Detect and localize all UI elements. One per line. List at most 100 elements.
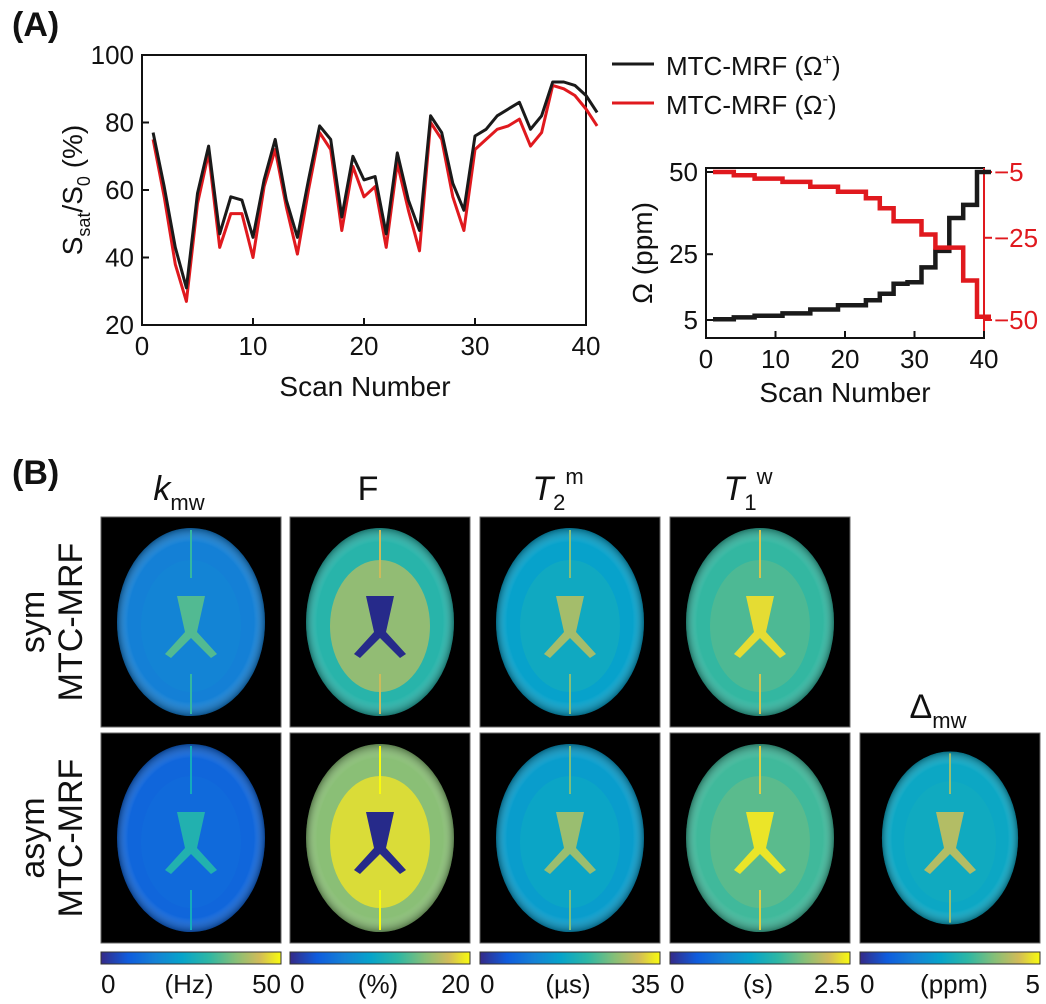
colorbar-min-label: 0 [290, 969, 304, 999]
ylabel-slash-s: /S [57, 186, 88, 212]
legend-plus-sup: + [823, 52, 832, 69]
signal-y-tick-label: 80 [105, 108, 134, 138]
colorbar-unit-label: (µs) [545, 969, 590, 999]
title-main: F [358, 470, 379, 508]
ventricles [924, 812, 976, 874]
omega-left-tick-label: 50 [669, 157, 698, 187]
ventricles [354, 596, 406, 658]
row-label-line2: MTC-MRF [52, 759, 90, 918]
map-tile [859, 732, 1041, 944]
omega-series-plus [713, 169, 991, 322]
signal-x-axis-label: Scan Number [279, 371, 450, 402]
map-tile [479, 516, 661, 728]
ventricles [544, 596, 596, 658]
title-subscript: 1 [744, 490, 756, 515]
legend-minus-close: ) [828, 90, 837, 120]
colorbar [100, 951, 282, 965]
panel-a-label: (A) [12, 6, 59, 44]
colorbar-max-label: 20 [441, 969, 470, 999]
omega-y-axis-label: Ω (ppm) [627, 202, 658, 304]
omega-x-tick-label: 40 [970, 344, 999, 374]
omega-series-minus [713, 169, 991, 319]
title-main: T [724, 470, 747, 508]
map-column-title: F [358, 470, 379, 508]
omega-left-y-ticks: 5 25 50 [669, 157, 713, 335]
colorbar [859, 951, 1041, 965]
signal-y-tick-label: 60 [105, 175, 134, 205]
map-tile [669, 516, 851, 728]
ventricles [734, 812, 786, 874]
title-subscript: mw [170, 490, 204, 515]
colorbar-min-label: 0 [860, 969, 874, 999]
colorbar [289, 951, 471, 965]
colorbar [479, 951, 661, 965]
omega-x-tick-label: 30 [900, 344, 929, 374]
legend: MTC-MRF (Ω+) MTC-MRF (Ω-) [612, 51, 841, 120]
map-tile [479, 732, 661, 944]
omega-right-tick-label: −5 [994, 157, 1024, 187]
ventricles [734, 596, 786, 658]
title-main: Δ [910, 688, 933, 726]
signal-plot-frame [141, 54, 587, 326]
colorbar-max-label: 50 [252, 969, 281, 999]
ylabel-zero-subscript: 0 [74, 176, 94, 186]
ventricles [165, 812, 217, 874]
omega-x-axis-label: Scan Number [759, 377, 930, 408]
omega-x-tick-label: 0 [699, 344, 713, 374]
legend-plus-text: MTC-MRF (Ω [666, 51, 823, 81]
row-label-line1: asym [14, 797, 52, 878]
ylabel-percent: (%) [57, 125, 88, 176]
colorbar-max-label: 35 [631, 969, 660, 999]
map-tile [100, 516, 282, 728]
map-tile [669, 732, 851, 944]
colorbar-min-label: 0 [670, 969, 684, 999]
colorbar-max-label: 2.5 [814, 969, 850, 999]
colorbar-unit-label: (s) [743, 969, 773, 999]
signal-x-tick-label: 30 [461, 331, 490, 361]
omega-right-tick-label: −50 [994, 305, 1038, 335]
signal-y-tick-label: 40 [105, 243, 134, 273]
title-subscript: 2 [553, 490, 565, 515]
map-tile [289, 732, 471, 944]
omega-left-tick-label: 25 [669, 239, 698, 269]
signal-y-tick-label: 100 [91, 40, 134, 70]
title-superscript: m [565, 464, 583, 489]
signal-series-minus [151, 83, 599, 303]
signal-chart: 20 40 60 80 100 0 10 20 30 40 Scan Number Ssat/S… [57, 40, 600, 402]
ylabel-sat-subscript: sat [74, 213, 94, 237]
legend-label-plus: MTC-MRF (Ω+) [666, 51, 841, 81]
legend-minus-sup: - [823, 91, 828, 108]
omega-x-tick-label: 20 [831, 344, 860, 374]
colorbar-min-label: 0 [480, 969, 494, 999]
map-column-title: T2m [532, 464, 583, 515]
ventricles [544, 812, 596, 874]
signal-x-ticks: 0 10 20 30 40 [135, 318, 600, 361]
signal-y-tick-label: 20 [105, 310, 134, 340]
panel-b-label: (B) [12, 454, 59, 492]
signal-x-tick-label: 0 [135, 331, 149, 361]
ventricles [165, 596, 217, 658]
omega-x-ticks: 0 10 20 30 40 [699, 331, 999, 374]
map-tile [289, 516, 471, 728]
ventricles [354, 812, 406, 874]
colorbar-unit-label: (%) [358, 969, 398, 999]
signal-y-ticks: 20 40 60 80 100 [91, 40, 149, 340]
row-label-line1: sym [14, 591, 52, 653]
map-column-title: Δmw [910, 688, 967, 733]
legend-plus-close: ) [832, 51, 841, 81]
map-column-title: kmw [153, 470, 204, 515]
colorbar-unit-label: (ppm) [920, 969, 988, 999]
title-subscript: mw [932, 708, 966, 733]
title-main: T [532, 470, 555, 508]
colorbar-max-label: 5 [1026, 969, 1040, 999]
title-superscript: w [756, 464, 773, 489]
signal-x-tick-label: 10 [239, 331, 268, 361]
omega-right-tick-label: −25 [994, 223, 1038, 253]
signal-series [151, 80, 599, 303]
colorbar-unit-label: (Hz) [164, 969, 213, 999]
colorbar [669, 951, 851, 965]
signal-y-axis-label: Ssat/S0 (%) [57, 125, 94, 256]
row-label-line2: MTC-MRF [52, 543, 90, 702]
